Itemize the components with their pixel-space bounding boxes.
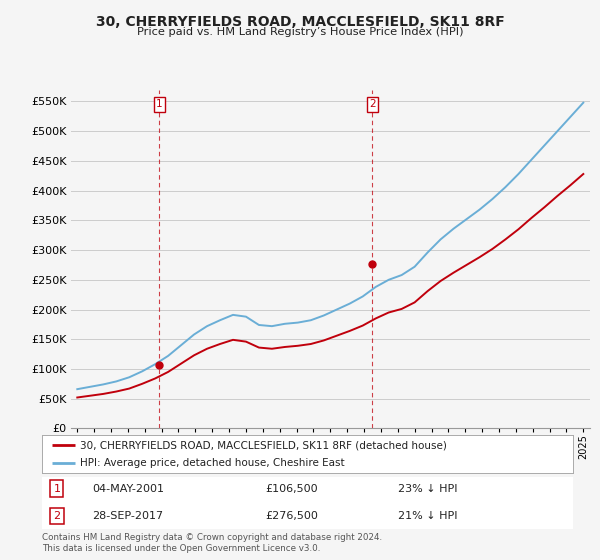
Text: 23% ↓ HPI: 23% ↓ HPI	[398, 484, 457, 493]
Text: 2: 2	[369, 100, 376, 109]
Text: Contains HM Land Registry data © Crown copyright and database right 2024.
This d: Contains HM Land Registry data © Crown c…	[42, 533, 382, 553]
Text: Price paid vs. HM Land Registry’s House Price Index (HPI): Price paid vs. HM Land Registry’s House …	[137, 27, 463, 37]
Text: 30, CHERRYFIELDS ROAD, MACCLESFIELD, SK11 8RF (detached house): 30, CHERRYFIELDS ROAD, MACCLESFIELD, SK1…	[80, 440, 447, 450]
Text: 04-MAY-2001: 04-MAY-2001	[92, 484, 164, 493]
Text: HPI: Average price, detached house, Cheshire East: HPI: Average price, detached house, Ches…	[80, 458, 345, 468]
Text: 1: 1	[156, 100, 163, 109]
Text: 21% ↓ HPI: 21% ↓ HPI	[398, 511, 457, 521]
Text: 2: 2	[53, 511, 61, 521]
Text: 1: 1	[53, 484, 61, 493]
Text: 30, CHERRYFIELDS ROAD, MACCLESFIELD, SK11 8RF: 30, CHERRYFIELDS ROAD, MACCLESFIELD, SK1…	[95, 15, 505, 29]
Text: £106,500: £106,500	[265, 484, 317, 493]
Text: £276,500: £276,500	[265, 511, 318, 521]
Text: 28-SEP-2017: 28-SEP-2017	[92, 511, 164, 521]
